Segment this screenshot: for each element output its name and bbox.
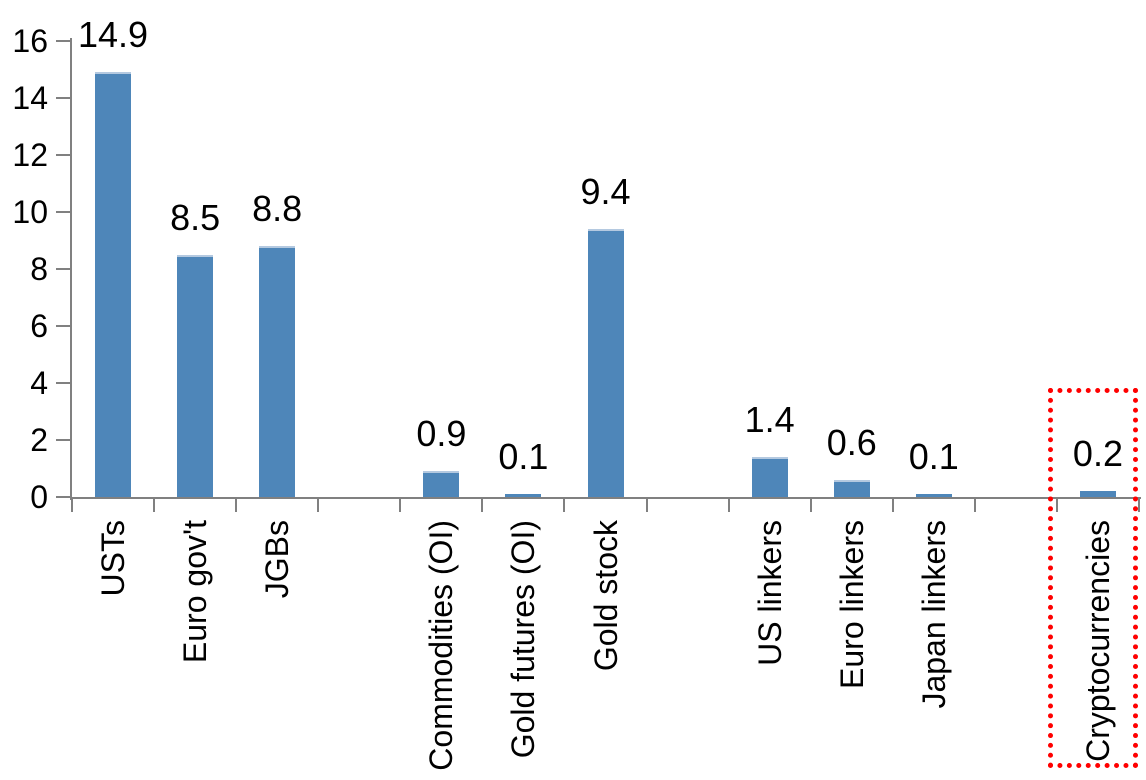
bar-commodities-oi — [423, 471, 460, 497]
y-axis-tick — [56, 211, 72, 213]
x-axis-category-label: Japan linkers — [915, 520, 952, 709]
y-axis-tick-label: 10 — [12, 194, 48, 230]
x-axis-tick — [645, 498, 648, 512]
highlight-box-cryptocurrencies — [1048, 388, 1138, 768]
x-axis-category-label: Gold stock — [587, 520, 624, 672]
bar-us-linkers — [751, 457, 788, 497]
bar-value-label: 8.5 — [170, 196, 221, 238]
bar-value-label: 0.1 — [498, 436, 549, 478]
x-axis-tick — [1138, 498, 1140, 512]
y-axis-tick-label: 16 — [12, 23, 48, 59]
bar-cryptocurrencies — [1079, 491, 1116, 497]
bar-gold-stock — [587, 229, 624, 497]
y-axis-tick — [56, 154, 72, 156]
y-axis-tick — [56, 40, 72, 42]
y-axis-tick-label: 12 — [12, 137, 48, 173]
bar-usts — [95, 72, 132, 497]
bar-value-label: 8.8 — [252, 188, 303, 230]
bar-value-label: 0.1 — [908, 436, 959, 478]
x-axis-category-label: USTs — [95, 520, 132, 597]
x-axis-tick — [481, 498, 484, 512]
x-axis-tick — [1055, 498, 1058, 512]
x-axis-tick — [317, 498, 320, 512]
bar-gold-futures-oi — [505, 494, 542, 497]
y-axis-tick-label: 0 — [30, 479, 48, 515]
x-axis-category-label: Euro gov't — [177, 520, 214, 664]
y-axis-tick-label: 2 — [30, 422, 48, 458]
x-axis-category-label: Gold futures (OI) — [505, 520, 542, 759]
x-axis-tick — [399, 498, 402, 512]
bar-value-label: 0.9 — [416, 413, 467, 455]
y-axis-tick-label: 14 — [12, 80, 48, 116]
y-axis-tick — [56, 439, 72, 441]
bar-value-label: 9.4 — [580, 171, 631, 213]
y-axis-tick — [56, 325, 72, 327]
bar-value-label: 0.2 — [1072, 433, 1123, 475]
y-axis-tick — [56, 97, 72, 99]
bar-japan-linkers — [915, 494, 952, 497]
x-axis-tick — [973, 498, 976, 512]
y-axis-tick — [56, 382, 72, 384]
x-axis-category-label: US linkers — [751, 520, 788, 666]
x-axis-tick — [235, 498, 238, 512]
x-axis-tick — [809, 498, 812, 512]
x-axis-category-label: JGBs — [259, 520, 296, 599]
x-axis-tick — [727, 498, 730, 512]
y-axis-tick — [56, 268, 72, 270]
x-axis-tick — [71, 498, 73, 512]
x-axis-tick — [563, 498, 566, 512]
x-axis-tick — [153, 498, 156, 512]
x-axis-category-label: Commodities (OI) — [423, 520, 460, 771]
x-axis-tick — [891, 498, 894, 512]
bar-euro-gov-t — [177, 254, 214, 497]
y-axis-tick-label: 8 — [30, 251, 48, 287]
bar-jgbs — [259, 246, 296, 497]
bar-value-label: 1.4 — [744, 399, 795, 441]
bar-euro-linkers — [833, 479, 870, 497]
x-axis-category-label: Euro linkers — [833, 520, 870, 689]
bar-value-label: 14.9 — [77, 14, 149, 56]
bar-value-label: 0.6 — [826, 421, 877, 463]
y-axis-tick-label: 4 — [30, 365, 48, 401]
y-axis-tick — [56, 496, 72, 498]
x-axis-line — [70, 497, 1141, 499]
y-axis-tick-label: 6 — [30, 308, 48, 344]
